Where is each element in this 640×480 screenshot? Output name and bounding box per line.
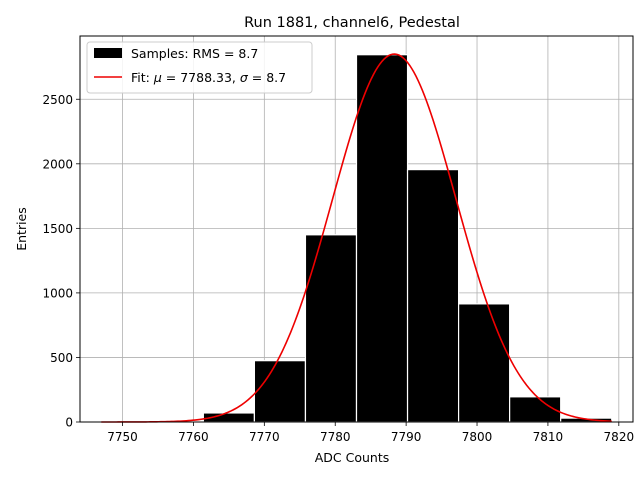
plot-frame [79,35,634,423]
x-tick-label: 7810 [533,430,564,444]
x-tick-label: 7790 [391,430,422,444]
x-tick-label: 7820 [604,430,635,444]
y-tick-label: 1500 [42,222,73,236]
y-tick-label: 500 [50,351,73,365]
histogram-bar [304,234,358,423]
histogram-bar [355,54,409,423]
histogram-bar [406,169,460,423]
legend-box [86,41,313,94]
legend-samples-swatch [94,48,122,58]
legend-fit-sigma-value: = 8.7 [248,70,286,85]
legend: Samples: RMS = 8.7 Fit: μ = 7788.33, σ =… [86,41,313,94]
legend-fit-mu-value: = 7788.33, [162,70,240,85]
chart-title: Run 1881, channel6, Pedestal [244,15,460,31]
legend-fit-mu-symbol: μ [153,70,162,85]
histogram-bar [253,360,307,423]
legend-fit-label: Fit: μ = 7788.33, σ = 8.7 [131,70,286,85]
x-axis-label: ADC Counts [315,450,390,465]
y-tick-label: 1000 [42,286,73,300]
fit-curve [101,53,612,423]
x-tick-label: 7760 [178,430,209,444]
x-tick-label: 7800 [462,430,493,444]
x-tick-label: 7750 [107,430,138,444]
y-axis-ticks: 0 500 1000 1500 2000 2500 [42,93,80,430]
legend-fit-prefix: Fit: [131,70,154,85]
y-tick-label: 2500 [42,93,73,107]
y-axis-label: Entries [14,207,29,251]
x-axis-ticks: 7750 7760 7770 7780 7790 7800 7810 7820 [107,422,634,444]
legend-samples-label: Samples: RMS = 8.7 [131,46,258,61]
y-tick-label: 0 [65,416,73,430]
histogram-bars [151,54,613,423]
x-tick-label: 7780 [320,430,351,444]
x-tick-label: 7770 [249,430,280,444]
y-tick-label: 2000 [42,157,73,171]
histogram-bar [457,303,511,423]
legend-fit-sigma-symbol: σ [240,70,249,85]
